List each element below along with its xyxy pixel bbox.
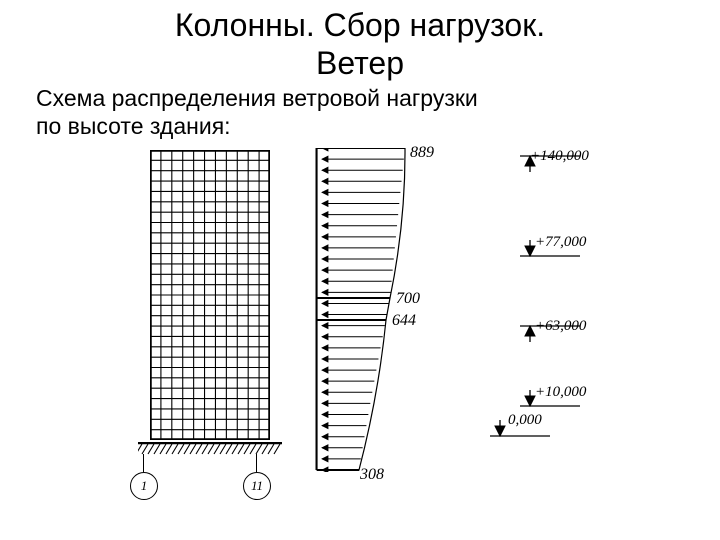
building-grid <box>150 150 270 440</box>
level-label: 0,000 <box>508 412 542 429</box>
subtitle-line-2: по высоте здания: <box>36 113 231 139</box>
wind-value-top: 889 <box>410 144 434 162</box>
page-title: Колонны. Сбор нагрузок. Ветер <box>0 6 720 82</box>
axis-leader-right <box>256 454 257 472</box>
slide: Колонны. Сбор нагрузок. Ветер Схема расп… <box>0 0 720 540</box>
axis-tags: 1 11 <box>130 468 290 508</box>
title-line-2: Ветер <box>316 45 404 81</box>
level-label: +77,000 <box>535 234 586 251</box>
subtitle-line-1: Схема распределения ветровой нагрузки <box>36 85 478 111</box>
axis-leader-left <box>143 454 144 472</box>
axis-tag-right: 11 <box>243 472 271 500</box>
elevation-markers <box>470 148 620 478</box>
level-label: +10,000 <box>535 384 586 401</box>
subtitle: Схема распределения ветровой нагрузки по… <box>36 84 676 140</box>
level-label: +140,000 <box>530 148 589 165</box>
axis-tag-left: 1 <box>130 472 158 500</box>
level-label: +63,000 <box>535 318 586 335</box>
title-line-1: Колонны. Сбор нагрузок. <box>175 7 545 43</box>
wind-value-mid2: 644 <box>392 312 416 330</box>
diagram-stage: 1 11 889 700 644 308 +140,000 +77,000 +6… <box>130 150 610 530</box>
wind-value-mid1: 700 <box>396 290 420 308</box>
ground-hatch <box>138 442 282 456</box>
wind-value-bottom: 308 <box>360 466 384 484</box>
wind-load-diagram <box>315 148 445 472</box>
